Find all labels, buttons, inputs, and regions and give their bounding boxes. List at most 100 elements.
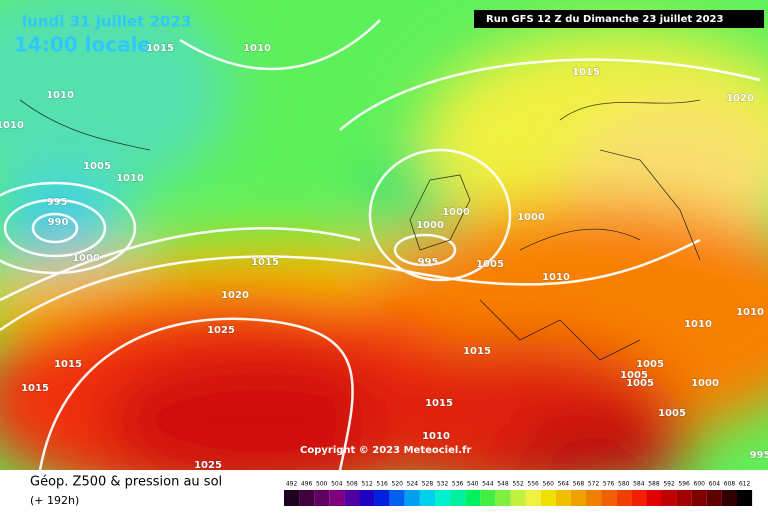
- valid-date: lundi 31 juillet 2023: [22, 13, 191, 31]
- isobar-label: 1005: [636, 359, 664, 370]
- legend-label: 504: [331, 481, 343, 488]
- legend-swatch: [374, 490, 390, 506]
- legend-label: 608: [724, 481, 736, 488]
- legend-label: 564: [558, 481, 570, 488]
- valid-time: 14:00 locale: [14, 33, 151, 57]
- isobar-label: 1025: [194, 460, 222, 471]
- legend-label: 556: [527, 481, 539, 488]
- isobar-label: 1000: [691, 378, 719, 389]
- legend-label: 540: [467, 481, 479, 488]
- isobar-label: 1015: [572, 67, 600, 78]
- legend-swatch: [329, 490, 345, 506]
- isobar-label: 1000: [517, 212, 545, 223]
- legend-swatch: [344, 490, 360, 506]
- legend-label: 588: [648, 481, 660, 488]
- copyright: Copyright © 2023 Meteociel.fr: [300, 445, 471, 456]
- legend-label: 596: [678, 481, 690, 488]
- isobar-label: 1005: [658, 408, 686, 419]
- isobar-label: 1010: [736, 307, 764, 318]
- legend-label: 612: [739, 481, 751, 488]
- legend-label: 532: [437, 481, 449, 488]
- legend-label: 552: [512, 481, 524, 488]
- isobar-label: 1015: [54, 359, 82, 370]
- isobar-label: 995: [418, 257, 439, 268]
- legend-label: 576: [603, 481, 615, 488]
- legend-swatch: [586, 490, 602, 506]
- isobar-label: 1010: [116, 173, 144, 184]
- legend-swatch: [450, 490, 466, 506]
- legend-label: 580: [618, 481, 630, 488]
- legend-swatch: [601, 490, 617, 506]
- legend-swatch: [465, 490, 481, 506]
- legend-swatch: [737, 490, 753, 506]
- isobar-label: 995: [750, 450, 768, 461]
- run-banner: [474, 10, 764, 28]
- legend-label: 520: [392, 481, 404, 488]
- legend-swatch: [706, 490, 722, 506]
- legend-swatch: [435, 490, 451, 506]
- run-info: Run GFS 12 Z du Dimanche 23 juillet 2023: [486, 14, 724, 25]
- legend-swatch: [495, 490, 511, 506]
- legend-title: Géop. Z500 & pression au sol: [30, 475, 222, 490]
- legend-label: 600: [694, 481, 706, 488]
- legend-label: 492: [286, 481, 298, 488]
- legend-swatch: [570, 490, 586, 506]
- isobar-label: 1000: [72, 253, 100, 264]
- legend-swatch: [540, 490, 556, 506]
- legend-swatch: [359, 490, 375, 506]
- isobar-label: 1010: [542, 272, 570, 283]
- legend-swatch: [525, 490, 541, 506]
- legend-label: 560: [543, 481, 555, 488]
- legend-swatch: [389, 490, 405, 506]
- isobar-label: 1000: [416, 220, 444, 231]
- legend-label: 508: [346, 481, 358, 488]
- isobar-label: 1015: [425, 398, 453, 409]
- legend-label: 592: [663, 481, 675, 488]
- isobar-label: 995: [47, 197, 68, 208]
- isobar-label: 990: [48, 217, 69, 228]
- isobar-label: 1015: [463, 346, 491, 357]
- legend-swatch: [510, 490, 526, 506]
- legend-label: 548: [497, 481, 509, 488]
- lead-time: (+ 192h): [30, 494, 79, 507]
- isobar-label: 1000: [442, 207, 470, 218]
- legend-swatch: [284, 490, 300, 506]
- isobar-label: 1005: [620, 370, 648, 381]
- legend-swatch: [314, 490, 330, 506]
- legend-swatch: [646, 490, 662, 506]
- isobar-label: 1010: [422, 431, 450, 442]
- legend-label: 512: [361, 481, 373, 488]
- legend-label: 572: [588, 481, 600, 488]
- legend-label: 536: [452, 481, 464, 488]
- isobar-label: 1005: [476, 259, 504, 270]
- legend-label: 604: [709, 481, 721, 488]
- legend-label: 584: [633, 481, 645, 488]
- isobar-label: 1010: [684, 319, 712, 330]
- isobar-label: 1005: [626, 378, 654, 389]
- legend-label: 544: [482, 481, 494, 488]
- isobar-label: 1010: [243, 43, 271, 54]
- legend-swatch: [691, 490, 707, 506]
- legend-swatch: [299, 490, 315, 506]
- isobar-label: 1025: [207, 325, 235, 336]
- legend-swatch: [480, 490, 496, 506]
- isobar-label: 1005: [83, 161, 111, 172]
- isobar-label: 1015: [251, 257, 279, 268]
- legend-swatch: [676, 490, 692, 506]
- legend-label: 524: [407, 481, 419, 488]
- legend-label: 528: [422, 481, 434, 488]
- isobar-label: 1015: [21, 383, 49, 394]
- legend-label: 568: [573, 481, 585, 488]
- isobar-label: 1010: [46, 90, 74, 101]
- isobar-label: 1020: [726, 93, 754, 104]
- legend-label: 516: [376, 481, 388, 488]
- legend-swatch: [661, 490, 677, 506]
- legend-swatch: [404, 490, 420, 506]
- isobar-label: 1020: [221, 290, 249, 301]
- legend-swatch: [721, 490, 737, 506]
- legend-label: 496: [301, 481, 313, 488]
- legend-swatch: [616, 490, 632, 506]
- legend-swatch: [631, 490, 647, 506]
